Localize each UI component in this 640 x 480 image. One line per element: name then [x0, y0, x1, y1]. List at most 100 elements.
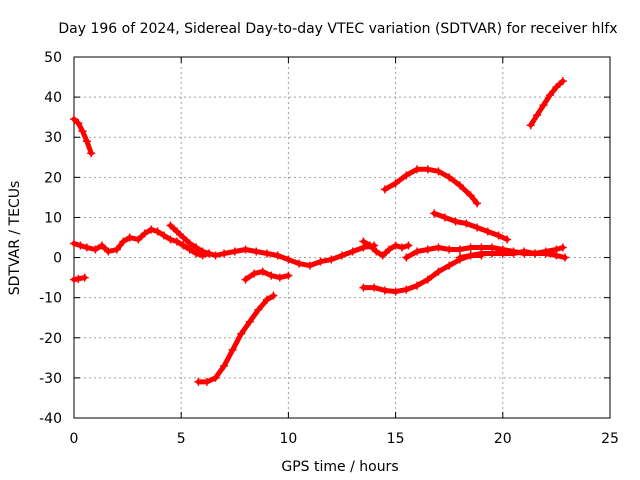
series-line: [195, 293, 276, 385]
series-arc-4: [166, 221, 214, 258]
y-tick-label: -20: [39, 331, 62, 347]
series-line: [382, 166, 480, 206]
series-arc-7: [359, 237, 413, 260]
data-point: [295, 259, 304, 268]
data-point: [455, 253, 464, 262]
data-point: [466, 251, 475, 260]
data-point: [284, 255, 293, 264]
data-point: [370, 283, 379, 292]
data-point: [385, 245, 394, 254]
data-point: [230, 247, 239, 256]
data-point: [451, 217, 460, 226]
data-point: [153, 227, 162, 236]
data-point: [254, 305, 263, 314]
series: [70, 77, 569, 386]
x-axis-label: GPS time / hours: [281, 459, 398, 475]
data-point: [194, 377, 203, 386]
y-tick-label: -10: [39, 291, 62, 307]
data-point: [558, 243, 567, 252]
data-point: [262, 249, 271, 258]
chart-title: Day 196 of 2024, Sidereal Day-to-day VTE…: [58, 21, 617, 37]
data-point: [404, 241, 413, 250]
data-point: [466, 191, 475, 200]
data-point: [488, 249, 497, 258]
y-tick-label: 50: [44, 50, 62, 66]
data-point: [423, 165, 432, 174]
data-point: [473, 223, 482, 232]
data-point: [70, 275, 78, 284]
data-point: [545, 91, 554, 100]
data-point: [423, 275, 432, 284]
series-arc-13: [526, 77, 567, 130]
data-point: [473, 199, 482, 208]
data-point: [434, 243, 443, 252]
data-point: [140, 229, 149, 238]
data-point: [440, 213, 449, 222]
y-tick-label: 40: [44, 90, 62, 106]
data-point: [365, 241, 374, 250]
series-line: [243, 269, 291, 283]
data-point: [466, 243, 475, 252]
data-point: [192, 243, 201, 252]
data-point: [166, 221, 175, 230]
data-point: [413, 165, 422, 174]
plot-frame: [73, 56, 611, 419]
data-point: [380, 185, 389, 194]
data-point: [273, 251, 282, 260]
data-point: [402, 285, 411, 294]
series-arc-3: [70, 225, 379, 270]
y-tick-label: 10: [44, 210, 62, 226]
data-point: [87, 149, 96, 158]
data-point: [402, 171, 411, 180]
data-point: [76, 241, 85, 250]
data-point: [166, 235, 175, 244]
data-point: [82, 137, 91, 146]
data-point: [220, 249, 229, 258]
data-point: [359, 237, 368, 246]
series-line: [71, 116, 94, 156]
data-point: [74, 119, 83, 128]
data-point: [398, 243, 407, 252]
data-point: [483, 227, 492, 236]
data-point: [70, 239, 78, 248]
grid: [74, 57, 610, 418]
data-point: [503, 235, 512, 244]
data-point: [455, 181, 464, 190]
data-point: [552, 83, 561, 92]
y-tick-label: 0: [53, 251, 62, 267]
data-point: [430, 209, 439, 218]
data-point: [228, 345, 237, 354]
axis-ticks: 0 5 10 15 20 25 -40 -30 -20 -10 0 10 20 30 40 50: [39, 50, 619, 447]
data-point: [252, 247, 261, 256]
data-point: [520, 247, 529, 256]
data-point: [172, 237, 181, 246]
y-axis-label: SDTVAR / TECUs: [7, 181, 23, 296]
series-line: [360, 253, 484, 295]
data-point: [258, 267, 267, 276]
y-tick-label: -30: [39, 371, 62, 387]
data-point: [338, 251, 346, 260]
data-point: [316, 257, 325, 266]
data-point: [462, 219, 471, 228]
data-point: [205, 249, 214, 258]
series-line: [528, 78, 566, 128]
data-point: [179, 233, 188, 242]
data-point: [552, 251, 561, 260]
x-tick-label: 25: [601, 431, 619, 447]
data-point: [220, 361, 229, 370]
data-point: [262, 295, 271, 304]
series-arc-1: [70, 115, 96, 158]
series-arc-9: [380, 165, 482, 208]
y-tick-label: 30: [44, 130, 62, 146]
series-arc-2: [70, 273, 89, 284]
data-point: [82, 243, 91, 252]
x-tick-label: 0: [70, 431, 79, 447]
data-point: [185, 239, 194, 248]
data-point: [391, 179, 400, 188]
data-point: [160, 231, 169, 240]
x-tick-label: 5: [177, 431, 186, 447]
data-point: [445, 261, 454, 270]
data-point: [125, 233, 134, 242]
data-point: [359, 283, 368, 292]
